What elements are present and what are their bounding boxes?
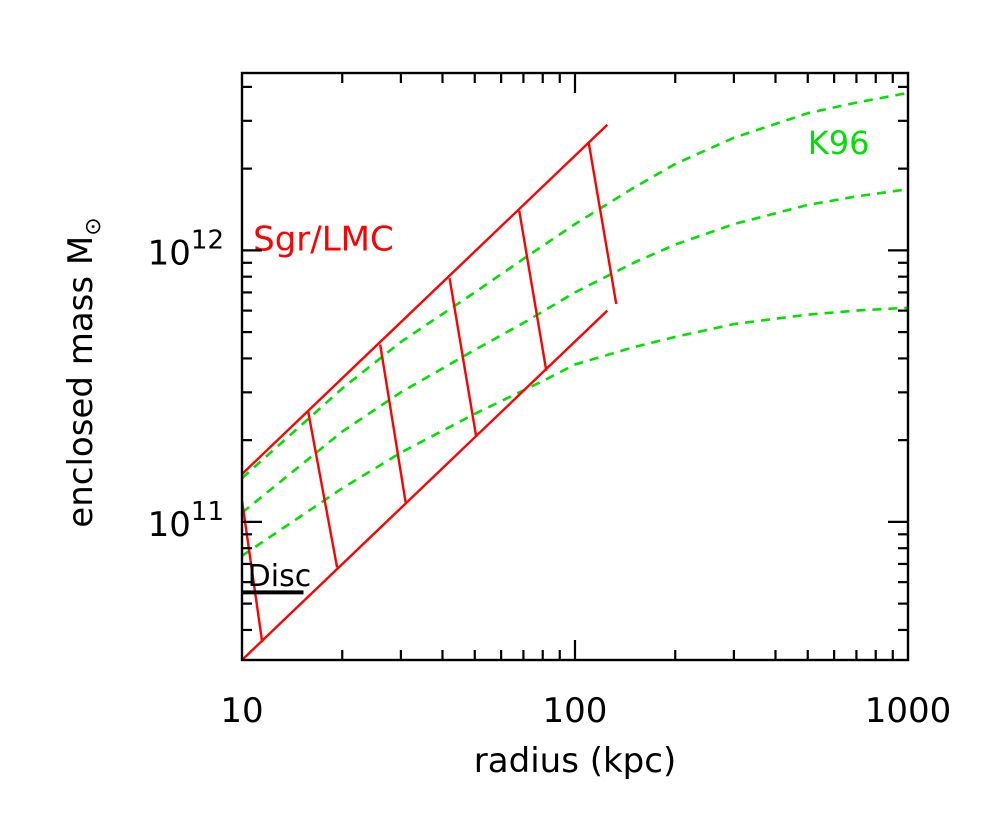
k96-curve-3 bbox=[241, 306, 909, 557]
sgr-lmc-cross-line-4 bbox=[448, 277, 478, 437]
y-tick-exponent: 11 bbox=[191, 497, 224, 527]
sgr-lmc-cross-line-1 bbox=[240, 500, 264, 643]
k96-curve-2 bbox=[241, 187, 909, 514]
x-tick-label-10: 10 bbox=[220, 691, 263, 731]
x-tick-label-1000: 1000 bbox=[865, 691, 952, 731]
labels-layer: radius (kpc) enclosed mass M⊙ bbox=[61, 217, 676, 781]
x-axis-label: radius (kpc) bbox=[474, 741, 676, 781]
y-axis-label-text: enclosed mass M bbox=[61, 236, 101, 528]
sgr-lmc-cross-line-6 bbox=[587, 143, 618, 305]
x-tick-label-100: 100 bbox=[543, 691, 608, 731]
sgr-lmc-cross-line-3 bbox=[379, 344, 407, 503]
y-axis-label-sun-symbol: ⊙ bbox=[81, 217, 106, 235]
y-tick-label-1e11: 1011 bbox=[148, 497, 224, 545]
sgr-lmc-upper-bound bbox=[241, 123, 609, 475]
sgr-lmc-lower-bound bbox=[241, 309, 609, 661]
sgr-lmc-cross-line-2 bbox=[306, 411, 339, 568]
k96-curve-1 bbox=[241, 91, 909, 480]
y-tick-base: 10 bbox=[148, 233, 191, 273]
annotation-sgr-lmc: Sgr/LMC bbox=[253, 219, 394, 259]
annotation-k96: K96 bbox=[808, 124, 870, 162]
y-axis-label: enclosed mass M⊙ bbox=[61, 217, 106, 527]
y-tick-exponent: 12 bbox=[191, 225, 224, 255]
y-tick-label-1e12: 1012 bbox=[148, 225, 224, 273]
y-tick-base: 10 bbox=[148, 505, 191, 545]
data-layer: Sgr/LMC K96 Disc bbox=[240, 91, 909, 661]
sgr-lmc-cross-line-5 bbox=[518, 210, 548, 372]
annotation-disc: Disc bbox=[248, 559, 312, 594]
